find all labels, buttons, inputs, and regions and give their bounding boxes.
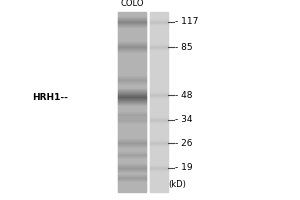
Text: - 34: - 34 [175, 116, 193, 124]
Text: - 19: - 19 [175, 164, 193, 172]
Text: - 26: - 26 [175, 138, 193, 148]
Text: HRH1--: HRH1-- [32, 92, 68, 102]
Text: - 117: - 117 [175, 18, 198, 26]
Text: COLO: COLO [120, 0, 144, 8]
Text: (kD): (kD) [168, 180, 186, 188]
Text: - 48: - 48 [175, 90, 193, 99]
Text: - 85: - 85 [175, 43, 193, 51]
